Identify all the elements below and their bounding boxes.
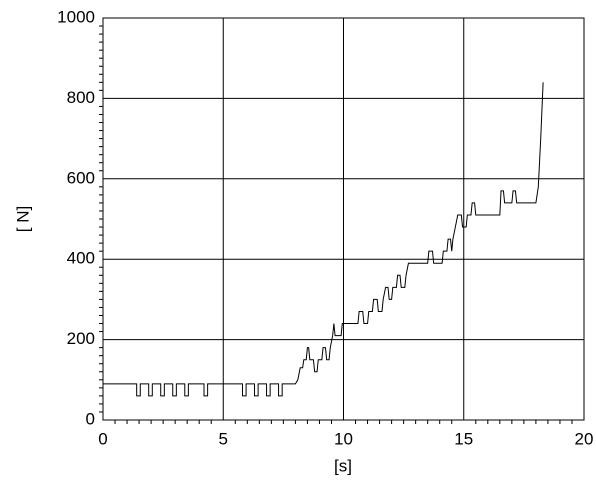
y-tick-label: 0 (86, 409, 95, 428)
x-tick-label: 5 (219, 429, 228, 448)
x-tick-label: 20 (575, 429, 594, 448)
plot-frame (102, 17, 585, 421)
data-line (103, 82, 544, 397)
y-axis-label: [ N] (13, 206, 32, 232)
y-tick-label: 800 (67, 88, 95, 107)
y-tick-label: 600 (67, 168, 95, 187)
x-tick-label: 0 (98, 429, 107, 448)
y-tick-label: 200 (67, 329, 95, 348)
y-tick-label: 1000 (57, 7, 95, 26)
x-axis-label: [s] (334, 456, 352, 475)
x-tick-label: 15 (454, 429, 473, 448)
y-tick-label: 400 (67, 249, 95, 268)
x-tick-label: 10 (334, 429, 353, 448)
